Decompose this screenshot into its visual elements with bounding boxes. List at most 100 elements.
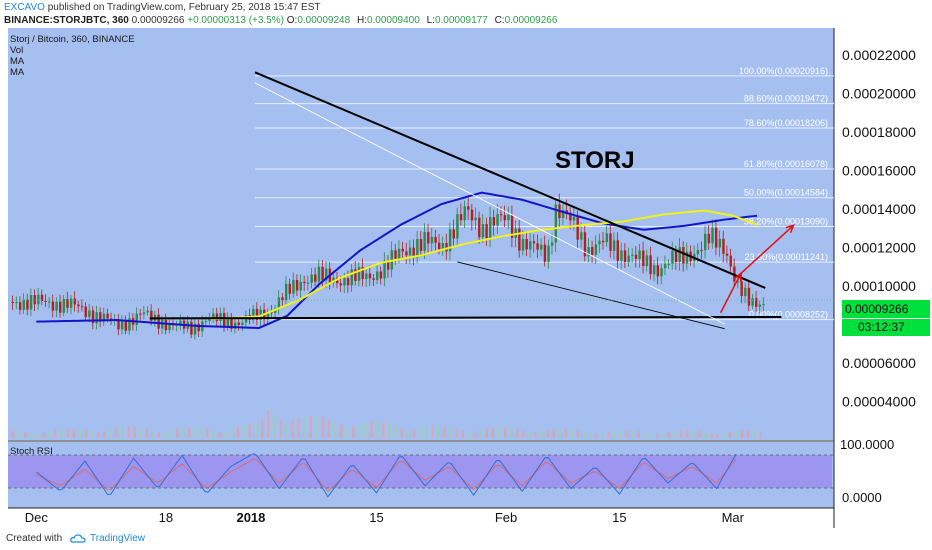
- y-tick-label: 0.00010000: [842, 278, 916, 294]
- last-price-badge: 0.00009266: [842, 300, 930, 318]
- ma-fast-line: [210, 209, 758, 321]
- candle-body: [80, 306, 84, 308]
- volume-bar: [431, 425, 434, 438]
- candle-body: [405, 251, 408, 256]
- candle-body: [15, 302, 18, 304]
- candle-body: [48, 301, 51, 303]
- volume-bar: [97, 432, 100, 438]
- volume-bar: [667, 431, 671, 438]
- volume-bar: [564, 429, 567, 438]
- volume-bar: [163, 431, 167, 438]
- candle-body: [485, 224, 488, 238]
- candle-body: [219, 313, 222, 322]
- candle-body: [59, 301, 62, 313]
- volume-bar: [340, 425, 343, 438]
- candle-body: [605, 233, 609, 243]
- candle-body: [747, 287, 751, 306]
- volume-bar: [176, 428, 179, 438]
- volume-bar: [661, 432, 665, 438]
- candle-body: [649, 255, 652, 275]
- volume-bar: [291, 420, 294, 438]
- volume-bar: [601, 432, 604, 438]
- volume-bar: [461, 429, 464, 438]
- candle-body: [550, 242, 554, 246]
- volume-bar: [370, 421, 373, 438]
- candle-body: [438, 242, 441, 250]
- candle-body: [55, 301, 58, 311]
- tradingview-link[interactable]: TradingView: [90, 533, 146, 544]
- volume-bar: [686, 430, 689, 438]
- candle-body: [252, 308, 255, 320]
- thin-descending: [254, 82, 725, 325]
- candle-body: [499, 214, 503, 216]
- candle-body: [99, 312, 102, 322]
- candle-body: [120, 320, 124, 330]
- volume-bar: [388, 423, 391, 438]
- price-chart[interactable]: 100.00%(0.00020916) 88.60%(0.00019472) 78.…: [0, 0, 932, 528]
- candle-body: [489, 217, 492, 238]
- volume-bar: [18, 430, 21, 438]
- candle-body: [744, 287, 747, 297]
- legend-pair[interactable]: Storj / Bitcoin, 360, BINANCE: [10, 34, 135, 45]
- candle-body: [368, 273, 372, 279]
- volume-bar: [242, 425, 246, 438]
- candle-body: [587, 247, 590, 257]
- candle-body: [711, 227, 714, 244]
- volume-bar: [157, 431, 161, 438]
- candle-body: [612, 240, 616, 251]
- candle-body: [725, 253, 729, 256]
- volume-bar: [710, 432, 713, 438]
- symbol-label: BINANCE:STORJBTC, 360: [4, 15, 129, 26]
- candle-body: [51, 301, 55, 311]
- candle-body: [616, 240, 619, 261]
- x-tick-label: Feb: [495, 510, 517, 525]
- low-label: L:: [426, 15, 435, 26]
- candle-body: [671, 250, 674, 264]
- volume-bar: [206, 429, 209, 438]
- candle-body: [682, 247, 685, 264]
- storj-annotation[interactable]: STORJ: [555, 147, 635, 174]
- tradingview-cloud-icon: [70, 534, 86, 543]
- volume-bar: [528, 432, 531, 438]
- volume-bar: [267, 410, 270, 438]
- candle-body: [496, 214, 499, 226]
- candle-body: [357, 267, 361, 281]
- candle-body: [481, 224, 485, 238]
- volume-bar: [746, 430, 750, 438]
- close-value: 0.00009266: [504, 15, 558, 26]
- publish-line: EXCAVO published on TradingView.com, Feb…: [4, 2, 320, 13]
- volume-bar: [643, 431, 646, 438]
- candle-body: [386, 260, 390, 270]
- candle-body: [226, 317, 230, 327]
- legend-ma-1[interactable]: MA: [10, 56, 25, 67]
- candle-body: [623, 250, 627, 263]
- volume-bar: [728, 431, 731, 438]
- volume-bar: [72, 428, 75, 438]
- candle-body: [470, 209, 474, 221]
- candle-body: [667, 263, 670, 265]
- candle-body: [456, 214, 459, 239]
- volume-bar: [12, 430, 15, 438]
- candle-body: [193, 323, 197, 335]
- projection-arrowhead: [785, 224, 795, 234]
- rsi-legend[interactable]: Stoch RSI: [10, 446, 53, 457]
- publisher-name[interactable]: EXCAVO: [4, 2, 45, 13]
- candle-body: [463, 206, 466, 221]
- candle-body: [645, 255, 649, 266]
- volume-bar: [285, 423, 288, 438]
- candle-body: [569, 212, 572, 221]
- legend-vol[interactable]: Vol: [10, 45, 24, 56]
- volume-bar: [655, 433, 659, 438]
- volume-bar: [479, 429, 482, 438]
- legend-ma-2[interactable]: MA: [10, 67, 25, 78]
- candle-body: [561, 210, 565, 218]
- volume-bar: [376, 421, 379, 438]
- candle-body: [401, 248, 404, 252]
- volume-bar: [145, 428, 148, 438]
- candle-body: [325, 268, 328, 281]
- volume-bar: [467, 431, 470, 438]
- candle-body: [335, 277, 339, 284]
- high-label: H:: [356, 15, 367, 26]
- ma-slow-line: [36, 191, 758, 329]
- volume-bar: [133, 426, 136, 438]
